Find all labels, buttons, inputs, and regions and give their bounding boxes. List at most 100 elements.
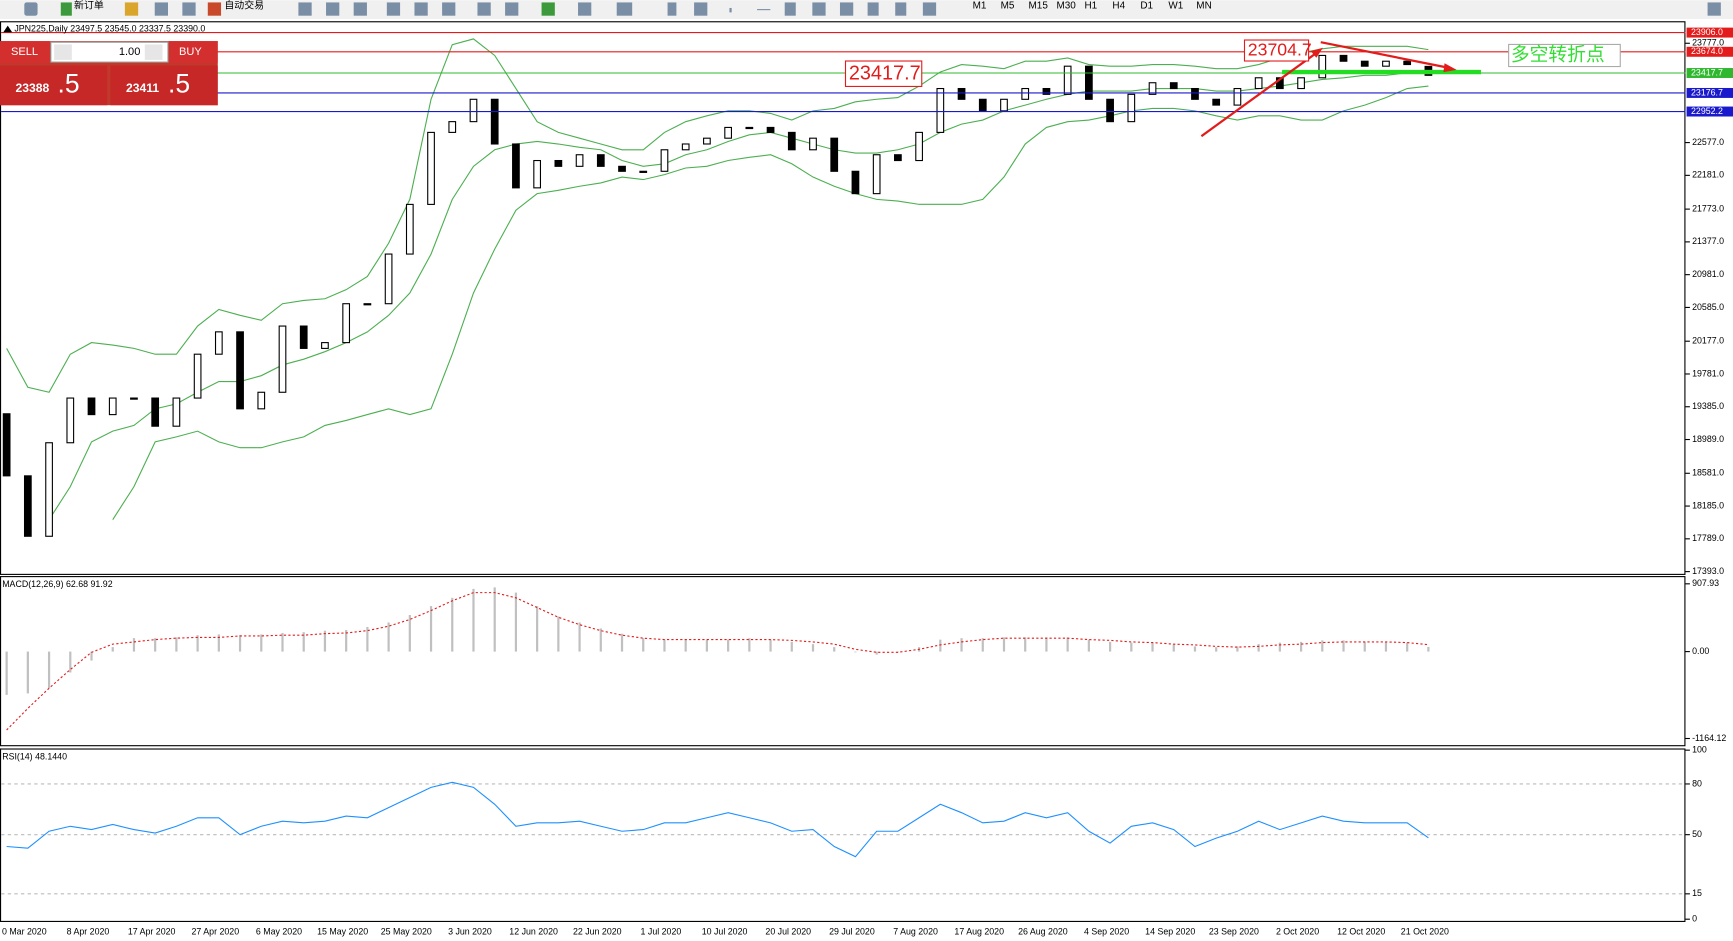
icon[interactable] [895, 2, 907, 16]
x-tick-label: 22 Jun 2020 [573, 926, 622, 936]
icon[interactable] [124, 2, 139, 16]
timeframes: M1 M5 M15 M30 H1 H4 D1 W1 MN [973, 0, 1212, 11]
candle [766, 126, 775, 133]
y-tick-label: 18989.0 [1692, 434, 1724, 444]
new-order-button[interactable]: 新订单 [74, 0, 104, 11]
candle [257, 391, 266, 410]
price-label-box [1686, 106, 1733, 117]
candle [172, 397, 181, 427]
icon[interactable] [667, 2, 677, 16]
timeframe-button[interactable]: M5 [1001, 0, 1015, 11]
x-tick-label: 10 Jul 2020 [702, 926, 748, 936]
candle [1063, 65, 1072, 95]
sell-price-box[interactable] [0, 65, 108, 106]
x-tick-label: 26 Aug 2020 [1018, 926, 1068, 936]
timeframe-button[interactable]: D1 [1140, 0, 1153, 11]
lot-decrease[interactable] [54, 44, 72, 60]
icon[interactable] [922, 2, 937, 16]
icon[interactable] [477, 2, 491, 16]
icon[interactable] [442, 2, 456, 16]
price-label: 23417.7 [1691, 67, 1723, 77]
icon[interactable] [505, 2, 519, 16]
candle [618, 165, 626, 172]
y-tick-label: 22577.0 [1692, 137, 1724, 147]
candle [23, 475, 32, 537]
candle [894, 154, 902, 162]
sell-label[interactable]: SELL [11, 46, 38, 58]
timeframe-button[interactable]: W1 [1168, 0, 1183, 11]
x-tick-label: 0 Mar 2020 [2, 926, 47, 936]
candle [1254, 77, 1263, 90]
icon[interactable] [812, 2, 826, 16]
icon[interactable] [207, 2, 222, 16]
annotation-box [1243, 39, 1310, 62]
x-tick-label: 6 May 2020 [256, 926, 302, 936]
arrow-head [1443, 63, 1457, 73]
candle [363, 303, 372, 306]
candle [469, 98, 478, 123]
annotation-box [1508, 43, 1621, 68]
lot-increase[interactable] [144, 44, 163, 60]
auto-trading-button[interactable]: 自动交易 [224, 0, 264, 11]
icon[interactable] [1707, 2, 1721, 16]
timeframe-button[interactable]: M30 [1056, 0, 1076, 11]
icon[interactable] [414, 2, 428, 16]
sell-button[interactable] [0, 41, 50, 64]
price-label: 23674.0 [1691, 46, 1723, 56]
price-label: 23906.0 [1691, 27, 1723, 37]
y-tick-label: 22181.0 [1692, 170, 1724, 180]
icon[interactable] [541, 2, 555, 16]
y-tick-label: 19385.0 [1692, 401, 1724, 411]
candle [321, 342, 329, 349]
candle [554, 159, 563, 167]
price-label-box [1686, 46, 1733, 57]
y-tick-label: 15 [1692, 888, 1702, 898]
icon[interactable] [839, 2, 854, 16]
price-label: 23176.7 [1691, 87, 1723, 97]
icon[interactable] [867, 2, 879, 16]
lot-value[interactable]: 1.00 [119, 46, 141, 58]
icon[interactable] [326, 2, 340, 16]
ask-main: 23411 [126, 81, 159, 95]
icon[interactable] [757, 9, 771, 11]
icon[interactable] [729, 7, 732, 13]
candle [130, 397, 138, 400]
x-tick-label: 12 Jun 2020 [509, 926, 558, 936]
timeframe-button[interactable]: H4 [1112, 0, 1125, 11]
y-tick-label: 23777.0 [1692, 38, 1724, 48]
timeframe-button[interactable]: H1 [1084, 0, 1097, 11]
icon[interactable] [578, 2, 592, 16]
candle [533, 159, 542, 189]
lot-input[interactable] [50, 41, 169, 63]
candle [1275, 77, 1284, 90]
icon[interactable] [386, 2, 401, 16]
annotation: 多空转折点 [1511, 43, 1605, 64]
icon[interactable] [182, 2, 196, 16]
candle [45, 442, 53, 537]
timeframe-button[interactable]: MN [1196, 0, 1211, 11]
macd-title: MACD(12,26,9) 62.68 91.92 [2, 579, 113, 589]
buy-button[interactable] [169, 41, 218, 64]
x-tick-label: 17 Apr 2020 [128, 926, 176, 936]
timeframe-button[interactable]: M1 [973, 0, 987, 11]
icon[interactable] [24, 2, 38, 16]
y-tick-label: 17393.0 [1692, 566, 1724, 576]
candle [193, 353, 202, 399]
y-tick-label: 0 [1692, 914, 1697, 924]
candle [1339, 54, 1348, 62]
icon[interactable] [298, 2, 312, 16]
icon[interactable] [784, 2, 796, 16]
buy-label[interactable]: BUY [179, 46, 202, 58]
icon[interactable] [616, 2, 633, 16]
icon[interactable] [353, 2, 367, 16]
icon[interactable] [154, 2, 168, 16]
timeframe-button[interactable]: M15 [1029, 0, 1049, 11]
icon[interactable] [60, 2, 72, 16]
candle [1233, 87, 1242, 106]
candle [1382, 60, 1390, 67]
candle [299, 325, 308, 349]
icon[interactable] [694, 2, 708, 16]
buy-price-box[interactable] [110, 65, 218, 106]
